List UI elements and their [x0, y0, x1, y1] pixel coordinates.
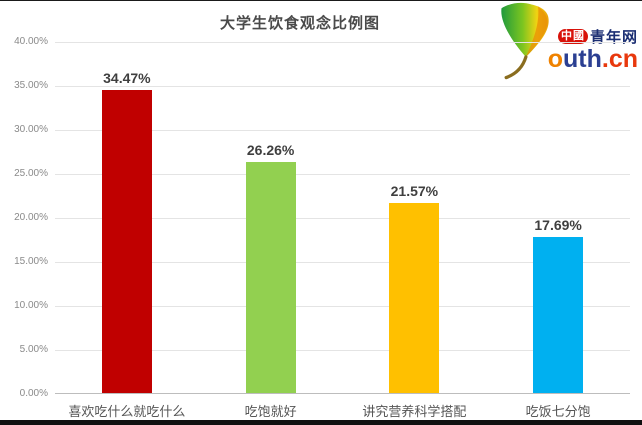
x-axis-line [55, 393, 630, 394]
x-axis-category-label: 吃饱就好 [244, 404, 297, 419]
bar-value-label: 17.69% [534, 217, 582, 234]
bar [101, 89, 152, 393]
logo-wordmark-segment: o [547, 45, 563, 73]
gridline [55, 262, 630, 263]
gridline [55, 42, 630, 43]
plot-area: 34.47% 26.26% 21.57% 17.69% [55, 42, 630, 394]
logo-wordmark-segment: uth [563, 45, 602, 73]
youth-cn-logo: 中國 青年网 outh.cn [492, 2, 642, 80]
logo-text-block: 中國 青年网 outh.cn [548, 28, 638, 72]
bar-value-label: 34.47% [103, 69, 151, 86]
gridline [55, 306, 630, 307]
bar-value-label: 21.57% [390, 183, 439, 200]
y-axis-tick-label: 30.00% [14, 124, 48, 135]
logo-brand-name: 青年网 [589, 29, 638, 46]
y-axis-tick-label: 5.00% [19, 344, 48, 355]
bar [389, 203, 440, 393]
gridline [55, 350, 630, 351]
x-axis-category-label: 讲究营养科学搭配 [362, 404, 467, 419]
x-axis-category-label: 吃饭七分饱 [525, 404, 591, 419]
bar [245, 161, 296, 393]
y-axis-tick-label: 40.00% [14, 36, 48, 47]
gridline [55, 174, 630, 175]
gridline [55, 218, 630, 219]
gridline [55, 130, 630, 131]
chart-title: 大学生饮食观念比例图 [219, 15, 380, 32]
ginkgo-leaf-icon [494, 2, 554, 85]
y-axis-tick-label: 35.00% [14, 80, 48, 91]
y-axis-tick-label: 0.00% [19, 388, 48, 399]
y-axis-tick-label: 10.00% [14, 300, 48, 311]
y-axis-tick-label: 20.00% [14, 212, 48, 223]
y-axis-tick-label: 25.00% [14, 168, 48, 179]
logo-wordmark: outh.cn [548, 46, 638, 72]
gridline [55, 86, 630, 87]
logo-badge-china: 中國 [557, 29, 588, 44]
y-axis-tick-label: 15.00% [14, 256, 48, 267]
logo-wordmark-segment: .cn [601, 45, 638, 73]
bottom-border [0, 420, 642, 425]
bar [533, 237, 584, 393]
x-axis-category-label: 喜欢吃什么就吃什么 [68, 404, 186, 419]
bar-value-label: 26.26% [246, 141, 295, 158]
